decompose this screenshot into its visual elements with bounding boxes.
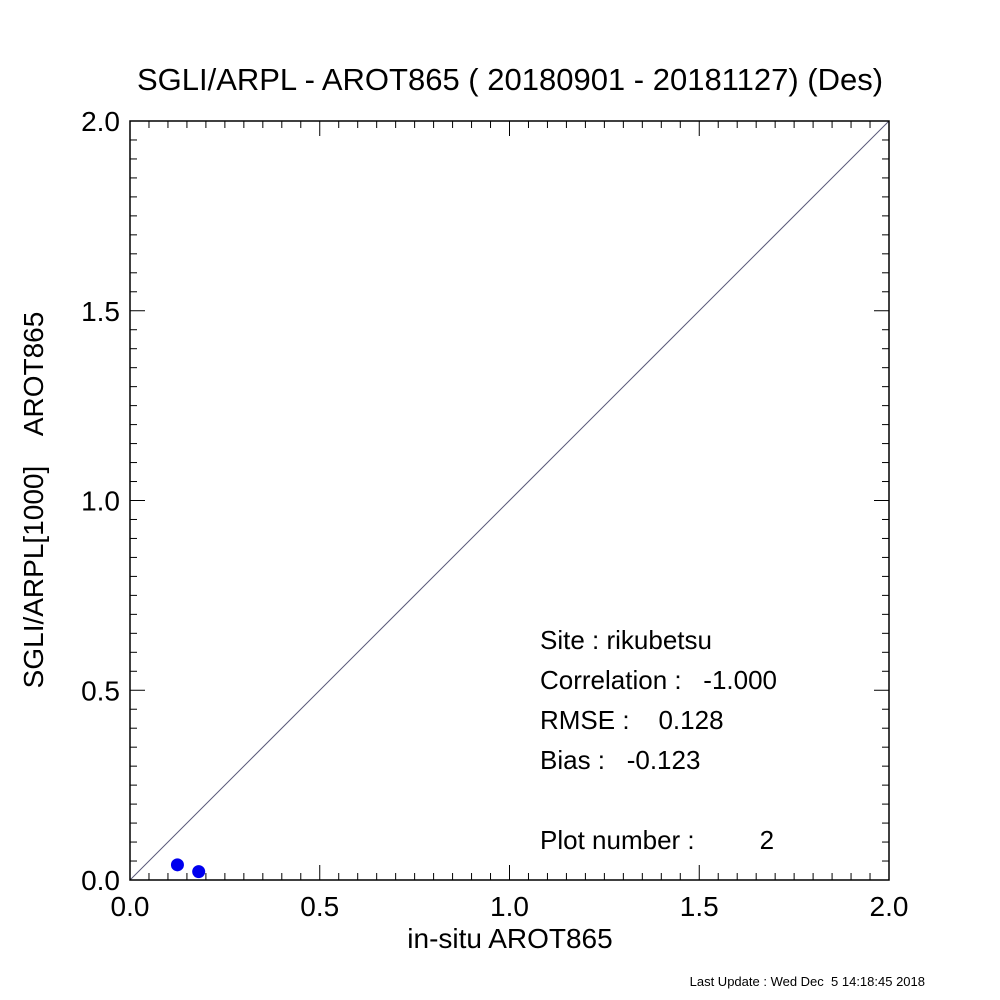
one-to-one-reference-line	[129, 120, 890, 881]
x-tick-label: 1.0	[490, 891, 529, 922]
data-point	[192, 865, 206, 879]
x-tick-label: 0.0	[111, 891, 150, 922]
axis-ticks	[129, 120, 890, 881]
y-tick-label: 0.0	[81, 865, 120, 896]
x-tick-label: 1.5	[680, 891, 719, 922]
chart-title: SGLI/ARPL - AROT865 ( 20180901 - 2018112…	[137, 62, 883, 97]
last-update-footer: Last Update : Wed Dec 5 14:18:45 2018	[690, 974, 925, 989]
y-tick-labels: 0.0 0.5 1.0 1.5 2.0	[81, 106, 120, 896]
data-points	[170, 858, 206, 879]
stats-site: Site : rikubetsu	[540, 625, 712, 655]
y-tick-label: 1.5	[81, 296, 120, 327]
plot-frame	[129, 120, 890, 881]
stats-correlation: Correlation : -1.000	[540, 665, 777, 695]
y-axis-label: SGLI/ARPL[1000] AROT865	[18, 312, 49, 689]
statistics-annotation: Site : rikubetsu Correlation : -1.000 RM…	[540, 625, 777, 855]
stats-plot-number: Plot number : 2	[540, 825, 774, 855]
y-tick-label: 2.0	[81, 106, 120, 137]
x-tick-label: 2.0	[870, 891, 909, 922]
x-axis-label: in-situ AROT865	[407, 923, 612, 954]
x-tick-label: 0.5	[300, 891, 339, 922]
y-tick-label: 0.5	[81, 675, 120, 706]
x-tick-labels: 0.0 0.5 1.0 1.5 2.0	[111, 891, 909, 922]
y-tick-label: 1.0	[81, 486, 120, 517]
stats-bias: Bias : -0.123	[540, 745, 700, 775]
data-point	[170, 858, 184, 872]
stats-rmse: RMSE : 0.128	[540, 705, 724, 735]
